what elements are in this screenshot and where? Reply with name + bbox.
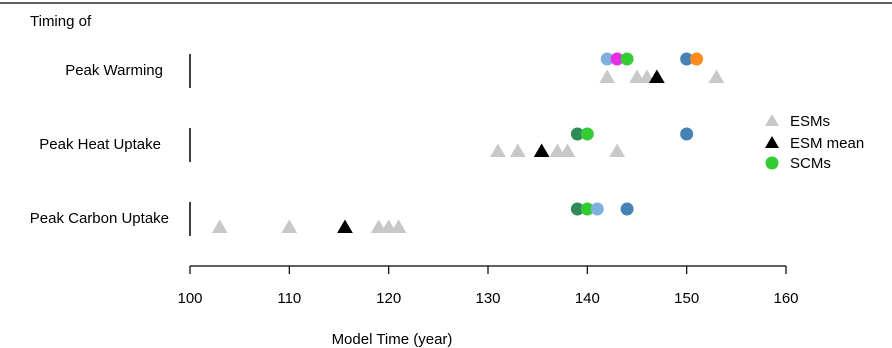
legend-scms-label: SCMs: [790, 155, 831, 172]
row-label-peak-warming: Peak Warming: [65, 62, 163, 79]
legend-esms-label: ESMs: [790, 113, 830, 130]
esm-marker-peak-heat-uptake: [549, 143, 566, 157]
x-tick-label: 110: [277, 290, 301, 307]
legend: ESMs ESM mean SCMs: [765, 113, 864, 172]
esm-marker-peak-heat-uptake: [609, 143, 626, 157]
legend-esms-marker: [765, 114, 779, 126]
esm-mean-marker-peak-warming: [648, 69, 665, 83]
x-axis: 100 110 120 130 140 150 160: [177, 265, 799, 307]
x-tick-label: 100: [177, 290, 202, 307]
esm-mean-marker-peak-carbon-uptake: [337, 219, 353, 233]
scm-marker-peak-warming: [610, 52, 624, 66]
esm-marker-peak-carbon-uptake: [370, 219, 387, 233]
x-tick-label: 160: [773, 290, 798, 307]
esm-marker-peak-heat-uptake: [559, 143, 576, 157]
esm-mean-marker-peak-heat-uptake: [533, 143, 550, 157]
esm-marker-peak-warming: [639, 69, 655, 83]
scm-marker-peak-carbon-uptake: [590, 202, 604, 216]
x-tick-label: 140: [575, 290, 600, 307]
scm-marker-peak-warming: [680, 52, 694, 66]
esm-marker-peak-carbon-uptake: [211, 219, 228, 233]
row-label-peak-carbon-uptake: Peak Carbon Uptake: [30, 210, 169, 227]
x-tick-label: 150: [674, 290, 699, 307]
legend-esm-mean-label: ESM mean: [790, 135, 864, 152]
scm-marker-peak-carbon-uptake: [620, 202, 634, 216]
esm-marker-peak-carbon-uptake: [380, 219, 397, 233]
scm-marker-peak-warming: [620, 52, 634, 66]
esm-marker-peak-carbon-uptake: [390, 219, 407, 233]
x-axis-label: Model Time (year): [332, 331, 453, 348]
esm-marker-peak-warming: [599, 69, 616, 83]
scm-marker-peak-warming: [690, 52, 704, 66]
x-tick-label: 130: [475, 290, 500, 307]
esm-marker-peak-warming: [708, 69, 725, 83]
esm-marker-peak-heat-uptake: [509, 143, 526, 157]
scm-marker-peak-heat-uptake: [570, 127, 584, 141]
esm-marker-peak-carbon-uptake: [281, 219, 298, 233]
chart-title: Timing of: [30, 13, 92, 30]
legend-esm-mean-marker: [765, 136, 779, 148]
scm-marker-peak-carbon-uptake: [580, 202, 594, 216]
scm-marker-peak-carbon-uptake: [570, 202, 584, 216]
legend-scms-marker: [765, 156, 779, 170]
x-tick-label: 120: [376, 290, 401, 307]
scm-marker-peak-warming: [600, 52, 614, 66]
esm-marker-peak-heat-uptake: [490, 143, 506, 157]
row-label-peak-heat-uptake: Peak Heat Uptake: [39, 136, 161, 153]
esm-marker-peak-warming: [629, 69, 645, 83]
scm-marker-peak-heat-uptake: [680, 127, 694, 141]
data-marks: [211, 52, 725, 233]
scm-marker-peak-heat-uptake: [580, 127, 594, 141]
